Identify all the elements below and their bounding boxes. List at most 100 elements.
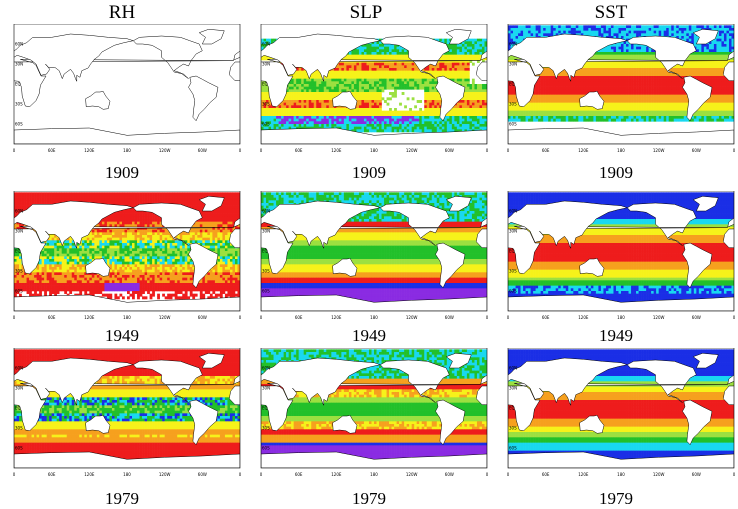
lat-tick-label: 30N	[509, 229, 517, 234]
lat-tick-label: EQ	[15, 406, 21, 411]
lon-tick-label: 0	[507, 148, 510, 153]
lon-tick-label: 120E	[578, 148, 589, 153]
lat-tick-label: 30S	[15, 102, 23, 107]
data-field	[255, 349, 489, 469]
year-label-sst-1979: 1979	[576, 489, 656, 509]
lon-tick-label: 60E	[295, 148, 303, 153]
lat-tick-label: 30S	[262, 102, 270, 107]
lon-tick-label: 0	[486, 472, 489, 477]
lon-tick-label: 120W	[159, 315, 171, 320]
lon-tick-label: 60W	[198, 148, 207, 153]
lat-tick-label: 30N	[509, 62, 517, 67]
lon-tick-label: 180	[617, 148, 625, 153]
lon-tick-label: 0	[239, 315, 242, 320]
lon-tick-label: 0	[260, 472, 263, 477]
lat-tick-label: 60S	[262, 446, 270, 451]
lat-tick-label: 30S	[509, 426, 517, 431]
landmass-antarctica	[14, 128, 240, 144]
lon-tick-label: 120W	[653, 315, 665, 320]
lon-tick-label: 0	[507, 315, 510, 320]
column-title-sst: SST	[551, 2, 671, 24]
year-label-rh-1979: 1979	[82, 489, 162, 509]
lon-tick-label: 0	[733, 148, 736, 153]
lat-tick-label: 60S	[15, 446, 23, 451]
lon-tick-label: 0	[13, 472, 16, 477]
lon-tick-label: 60E	[48, 472, 56, 477]
lon-tick-label: 0	[507, 472, 510, 477]
data-field	[502, 349, 736, 469]
lon-tick-label: 120W	[159, 472, 171, 477]
lat-tick-label: 60N	[15, 42, 23, 47]
data-field	[8, 29, 242, 144]
lat-tick-label: 60S	[15, 122, 23, 127]
year-label-sst-1909: 1909	[576, 163, 656, 183]
lat-tick-label: 30S	[262, 426, 270, 431]
lon-tick-label: 120E	[331, 315, 342, 320]
lat-tick-label: EQ	[509, 249, 515, 254]
lon-tick-label: 60W	[445, 148, 454, 153]
lat-tick-label: EQ	[15, 82, 21, 87]
lat-tick-label: 60N	[509, 42, 517, 47]
lon-tick-label: 180	[123, 472, 131, 477]
lat-tick-label: 60S	[509, 122, 517, 127]
lat-tick-label: 30N	[262, 62, 270, 67]
lon-tick-label: 180	[123, 315, 131, 320]
lon-tick-label: 120W	[406, 472, 418, 477]
lon-tick-label: 180	[123, 148, 131, 153]
lon-tick-label: 60W	[198, 315, 207, 320]
column-title-slp: SLP	[306, 2, 426, 24]
landmass-americas-south	[189, 76, 219, 121]
data-field	[255, 192, 489, 312]
lon-tick-label: 120E	[331, 148, 342, 153]
lat-tick-label: 30N	[262, 386, 270, 391]
lon-tick-label: 180	[617, 315, 625, 320]
lat-tick-label: 60N	[262, 366, 270, 371]
lat-tick-label: 60S	[509, 289, 517, 294]
lat-tick-label: 30S	[262, 269, 270, 274]
lon-tick-label: 0	[260, 148, 263, 153]
lat-tick-label: 30S	[509, 269, 517, 274]
lat-tick-label: 30S	[15, 426, 23, 431]
year-label-rh-1949: 1949	[82, 326, 162, 346]
lat-tick-label: 60N	[15, 366, 23, 371]
lat-tick-label: 30N	[15, 229, 23, 234]
year-label-slp-1949: 1949	[329, 326, 409, 346]
lat-tick-label: 60S	[15, 289, 23, 294]
lon-tick-label: 60E	[542, 148, 550, 153]
lon-tick-label: 60E	[542, 472, 550, 477]
lon-tick-label: 60W	[445, 472, 454, 477]
lon-tick-label: 120E	[331, 472, 342, 477]
lon-tick-label: 60W	[198, 472, 207, 477]
lon-tick-label: 180	[370, 472, 378, 477]
lon-tick-label: 120W	[159, 148, 171, 153]
lon-tick-label: 120W	[653, 472, 665, 477]
lon-tick-label: 0	[239, 148, 242, 153]
lat-tick-label: 60S	[262, 289, 270, 294]
lat-tick-label: EQ	[509, 406, 515, 411]
lon-tick-label: 60W	[445, 315, 454, 320]
data-field	[502, 192, 736, 312]
year-label-rh-1909: 1909	[82, 163, 162, 183]
year-label-sst-1949: 1949	[576, 326, 656, 346]
lon-tick-label: 180	[370, 315, 378, 320]
lon-tick-label: 0	[486, 148, 489, 153]
lon-tick-label: 60E	[542, 315, 550, 320]
column-title-rh: RH	[62, 2, 182, 24]
data-field	[8, 349, 242, 469]
lon-tick-label: 60W	[692, 315, 701, 320]
lon-tick-label: 0	[13, 315, 16, 320]
lon-tick-label: 180	[370, 148, 378, 153]
data-field	[502, 25, 736, 144]
